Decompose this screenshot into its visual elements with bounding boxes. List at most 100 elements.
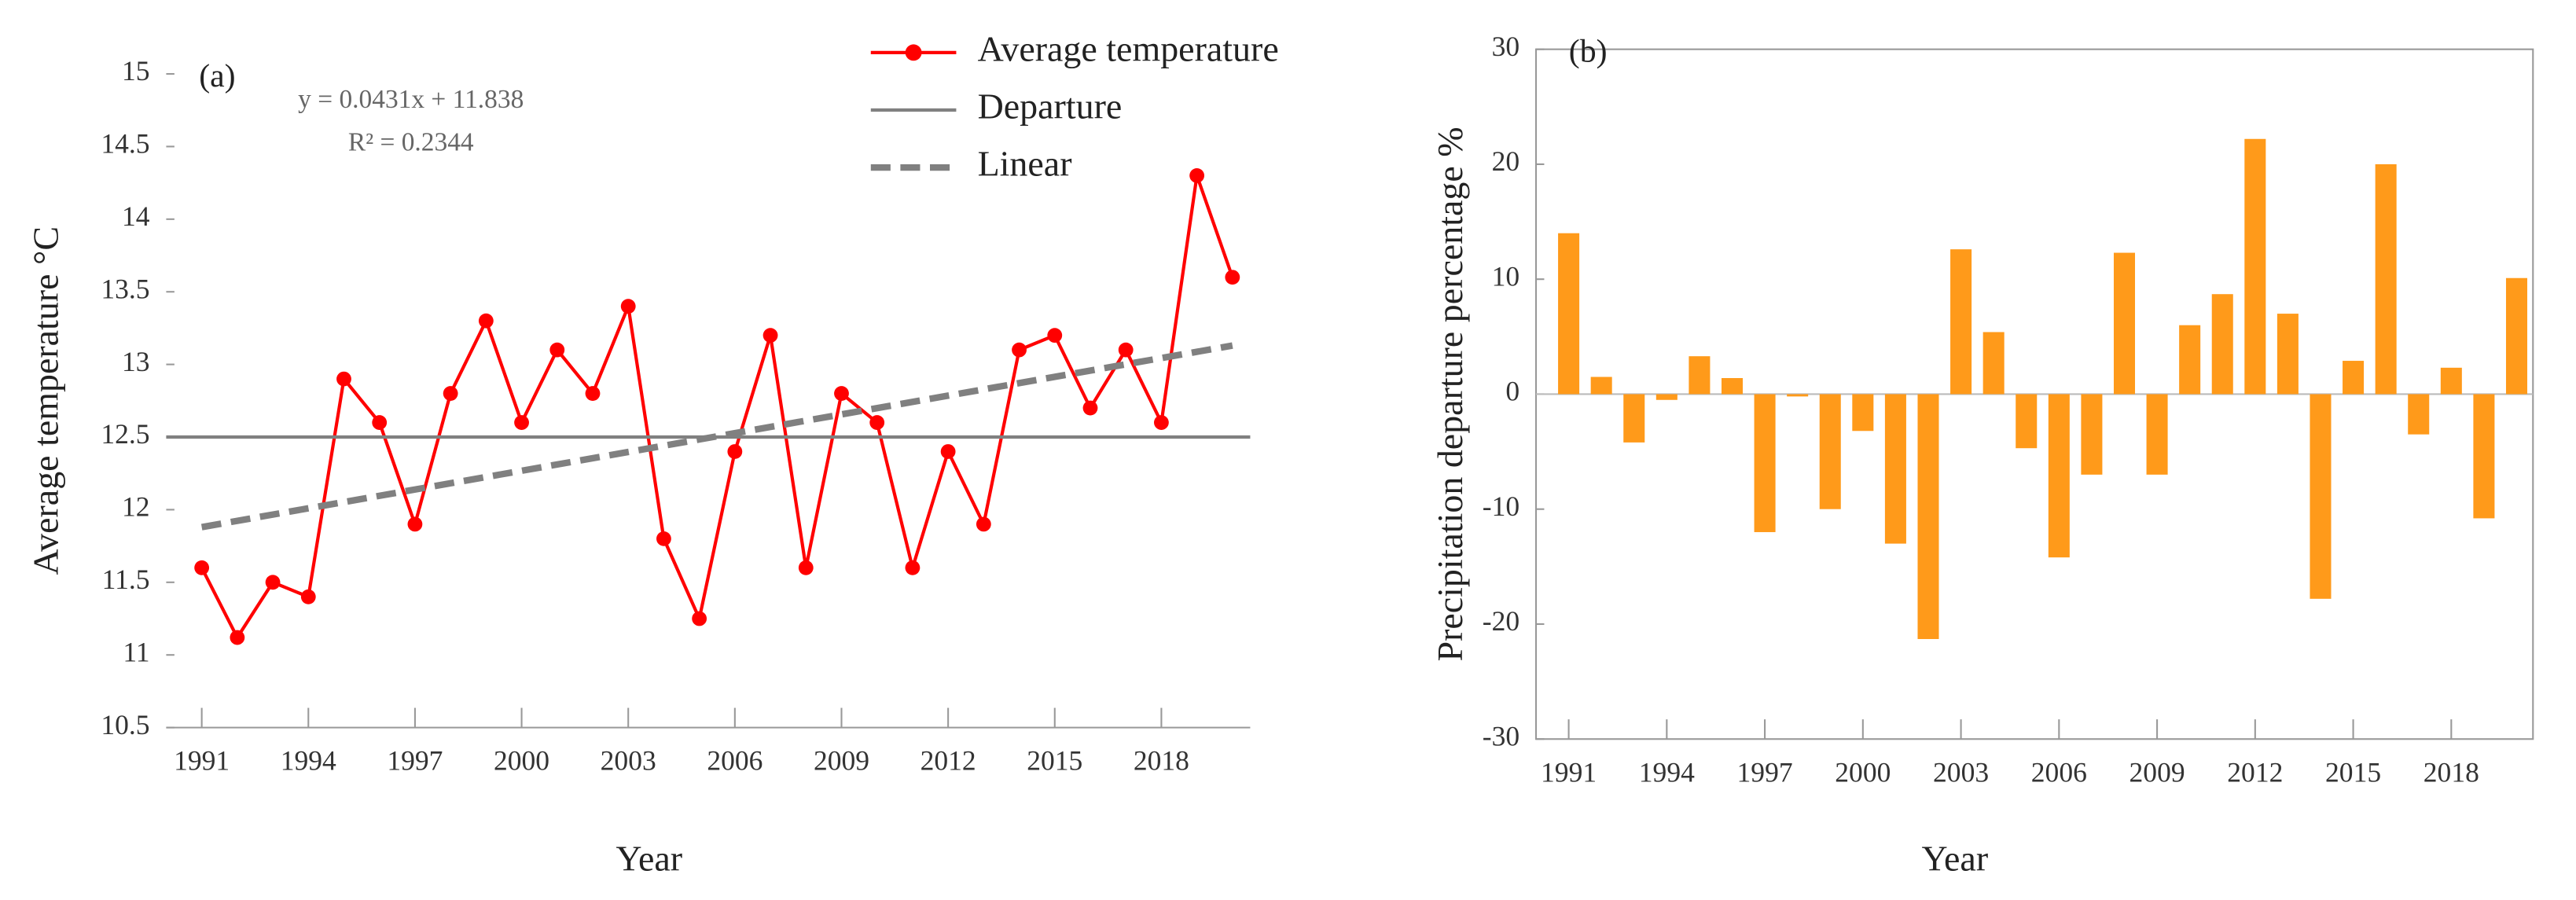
y-tick-label: 11 [123, 636, 149, 667]
point [372, 415, 388, 430]
x-tick-label: 2015 [1027, 745, 1082, 777]
point [940, 444, 956, 459]
bar [2440, 367, 2462, 395]
y-tick-label: 12 [122, 491, 150, 523]
y-tick-label: 11.5 [102, 564, 150, 595]
chart: -30 -20 -10 0 10 20 30 1991 1994 1997 2000 2003 2006… [1430, 31, 2534, 878]
y-tick-label: 10 [1492, 260, 1520, 292]
bar [2048, 394, 2070, 558]
bar [1655, 394, 1678, 400]
y-tick-label: 13 [122, 346, 150, 377]
bar [1884, 394, 1906, 544]
legend-text: Departure [978, 86, 1123, 127]
chart: 10.5 11 11.5 12 12.5 13 13.5 14 14.5 15 1991 1994 19… [26, 28, 1279, 878]
x-tick-label: 2006 [707, 745, 763, 777]
annotation: R² = 0.2344 [348, 128, 474, 157]
y-tick-label: -10 [1483, 490, 1520, 522]
y-tick-label: -30 [1483, 720, 1520, 751]
bar [2375, 163, 2397, 395]
point [549, 342, 565, 358]
point [727, 444, 743, 459]
point [869, 415, 885, 430]
panel-label: (b) [1569, 34, 1608, 70]
x-tick-label: 2000 [494, 745, 549, 777]
y-tick-label: 12.5 [101, 418, 149, 450]
point [620, 299, 636, 314]
bar [2016, 394, 2038, 449]
legend-text: Average temperature [978, 28, 1279, 68]
bar [1917, 394, 1939, 639]
y-tick-label: 13.5 [101, 273, 149, 304]
point [407, 516, 423, 532]
bar [1950, 249, 1972, 395]
point [194, 560, 210, 575]
bar [1590, 377, 1612, 395]
point [585, 386, 601, 401]
legend-text: Linear [978, 144, 1072, 184]
x-tick-label: 1997 [1737, 756, 1793, 788]
bar [1558, 233, 1580, 395]
y-tick-label: 14 [122, 200, 150, 232]
annotation: y = 0.0431x + 11.838 [298, 85, 524, 114]
bar [2343, 361, 2365, 395]
y-tick-label: 15 [122, 55, 150, 86]
bar [1754, 394, 1776, 532]
point [1047, 328, 1063, 343]
x-tick-label: 1991 [174, 745, 230, 777]
y-tick-label: 0 [1505, 376, 1520, 407]
bar [1819, 394, 1841, 509]
bar [1787, 394, 1809, 397]
bar [1623, 394, 1645, 443]
x-tick-label: 1994 [1639, 756, 1695, 788]
x-tick-label: 2018 [2423, 756, 2479, 788]
x-tick-label: 2012 [2227, 756, 2283, 788]
bar [2113, 252, 2136, 395]
y-axis-title: Average temperature °C [26, 226, 66, 575]
series-line [200, 342, 1233, 531]
x-axis-title: Year [1921, 838, 1988, 878]
x-tick-label: 2003 [1933, 756, 1989, 788]
x-tick-label: 2000 [1835, 756, 1891, 788]
bar [2408, 394, 2430, 435]
point [905, 560, 921, 575]
bar [2310, 394, 2332, 599]
point [798, 560, 814, 575]
point [265, 575, 281, 590]
x-tick-label: 2006 [2031, 756, 2087, 788]
point [763, 328, 778, 343]
bar [1852, 394, 1874, 432]
x-tick-label: 1994 [281, 745, 336, 777]
point [1118, 342, 1134, 358]
x-tick-label: 1991 [1541, 756, 1597, 788]
x-tick-label: 2018 [1134, 745, 1189, 777]
bar [2473, 394, 2495, 519]
point [1225, 270, 1240, 285]
bar [1689, 356, 1711, 395]
bar [1721, 377, 1744, 395]
y-tick-label: 10.5 [101, 709, 149, 740]
bar [2179, 325, 2201, 395]
panel-label: (a) [199, 58, 235, 94]
series-line [200, 174, 1234, 641]
y-axis-title: Precipitation departure percentage % [1430, 127, 1470, 661]
point [1154, 415, 1169, 430]
bar [2244, 138, 2266, 395]
point [1012, 342, 1027, 358]
x-tick-label: 2009 [814, 745, 869, 777]
x-axis-title: Year [616, 838, 682, 878]
y-tick-label: 20 [1492, 145, 1520, 177]
point [300, 589, 316, 604]
point [1189, 167, 1205, 183]
bar [2277, 314, 2299, 395]
point [443, 386, 458, 401]
y-tick-label: -20 [1483, 605, 1520, 637]
y-tick-label: 14.5 [101, 128, 149, 160]
point [976, 516, 991, 532]
x-tick-label: 2012 [921, 745, 976, 777]
bar [2146, 394, 2168, 475]
x-tick-label: 1997 [387, 745, 443, 777]
point [834, 386, 849, 401]
bar [2211, 294, 2233, 395]
point [514, 415, 529, 430]
